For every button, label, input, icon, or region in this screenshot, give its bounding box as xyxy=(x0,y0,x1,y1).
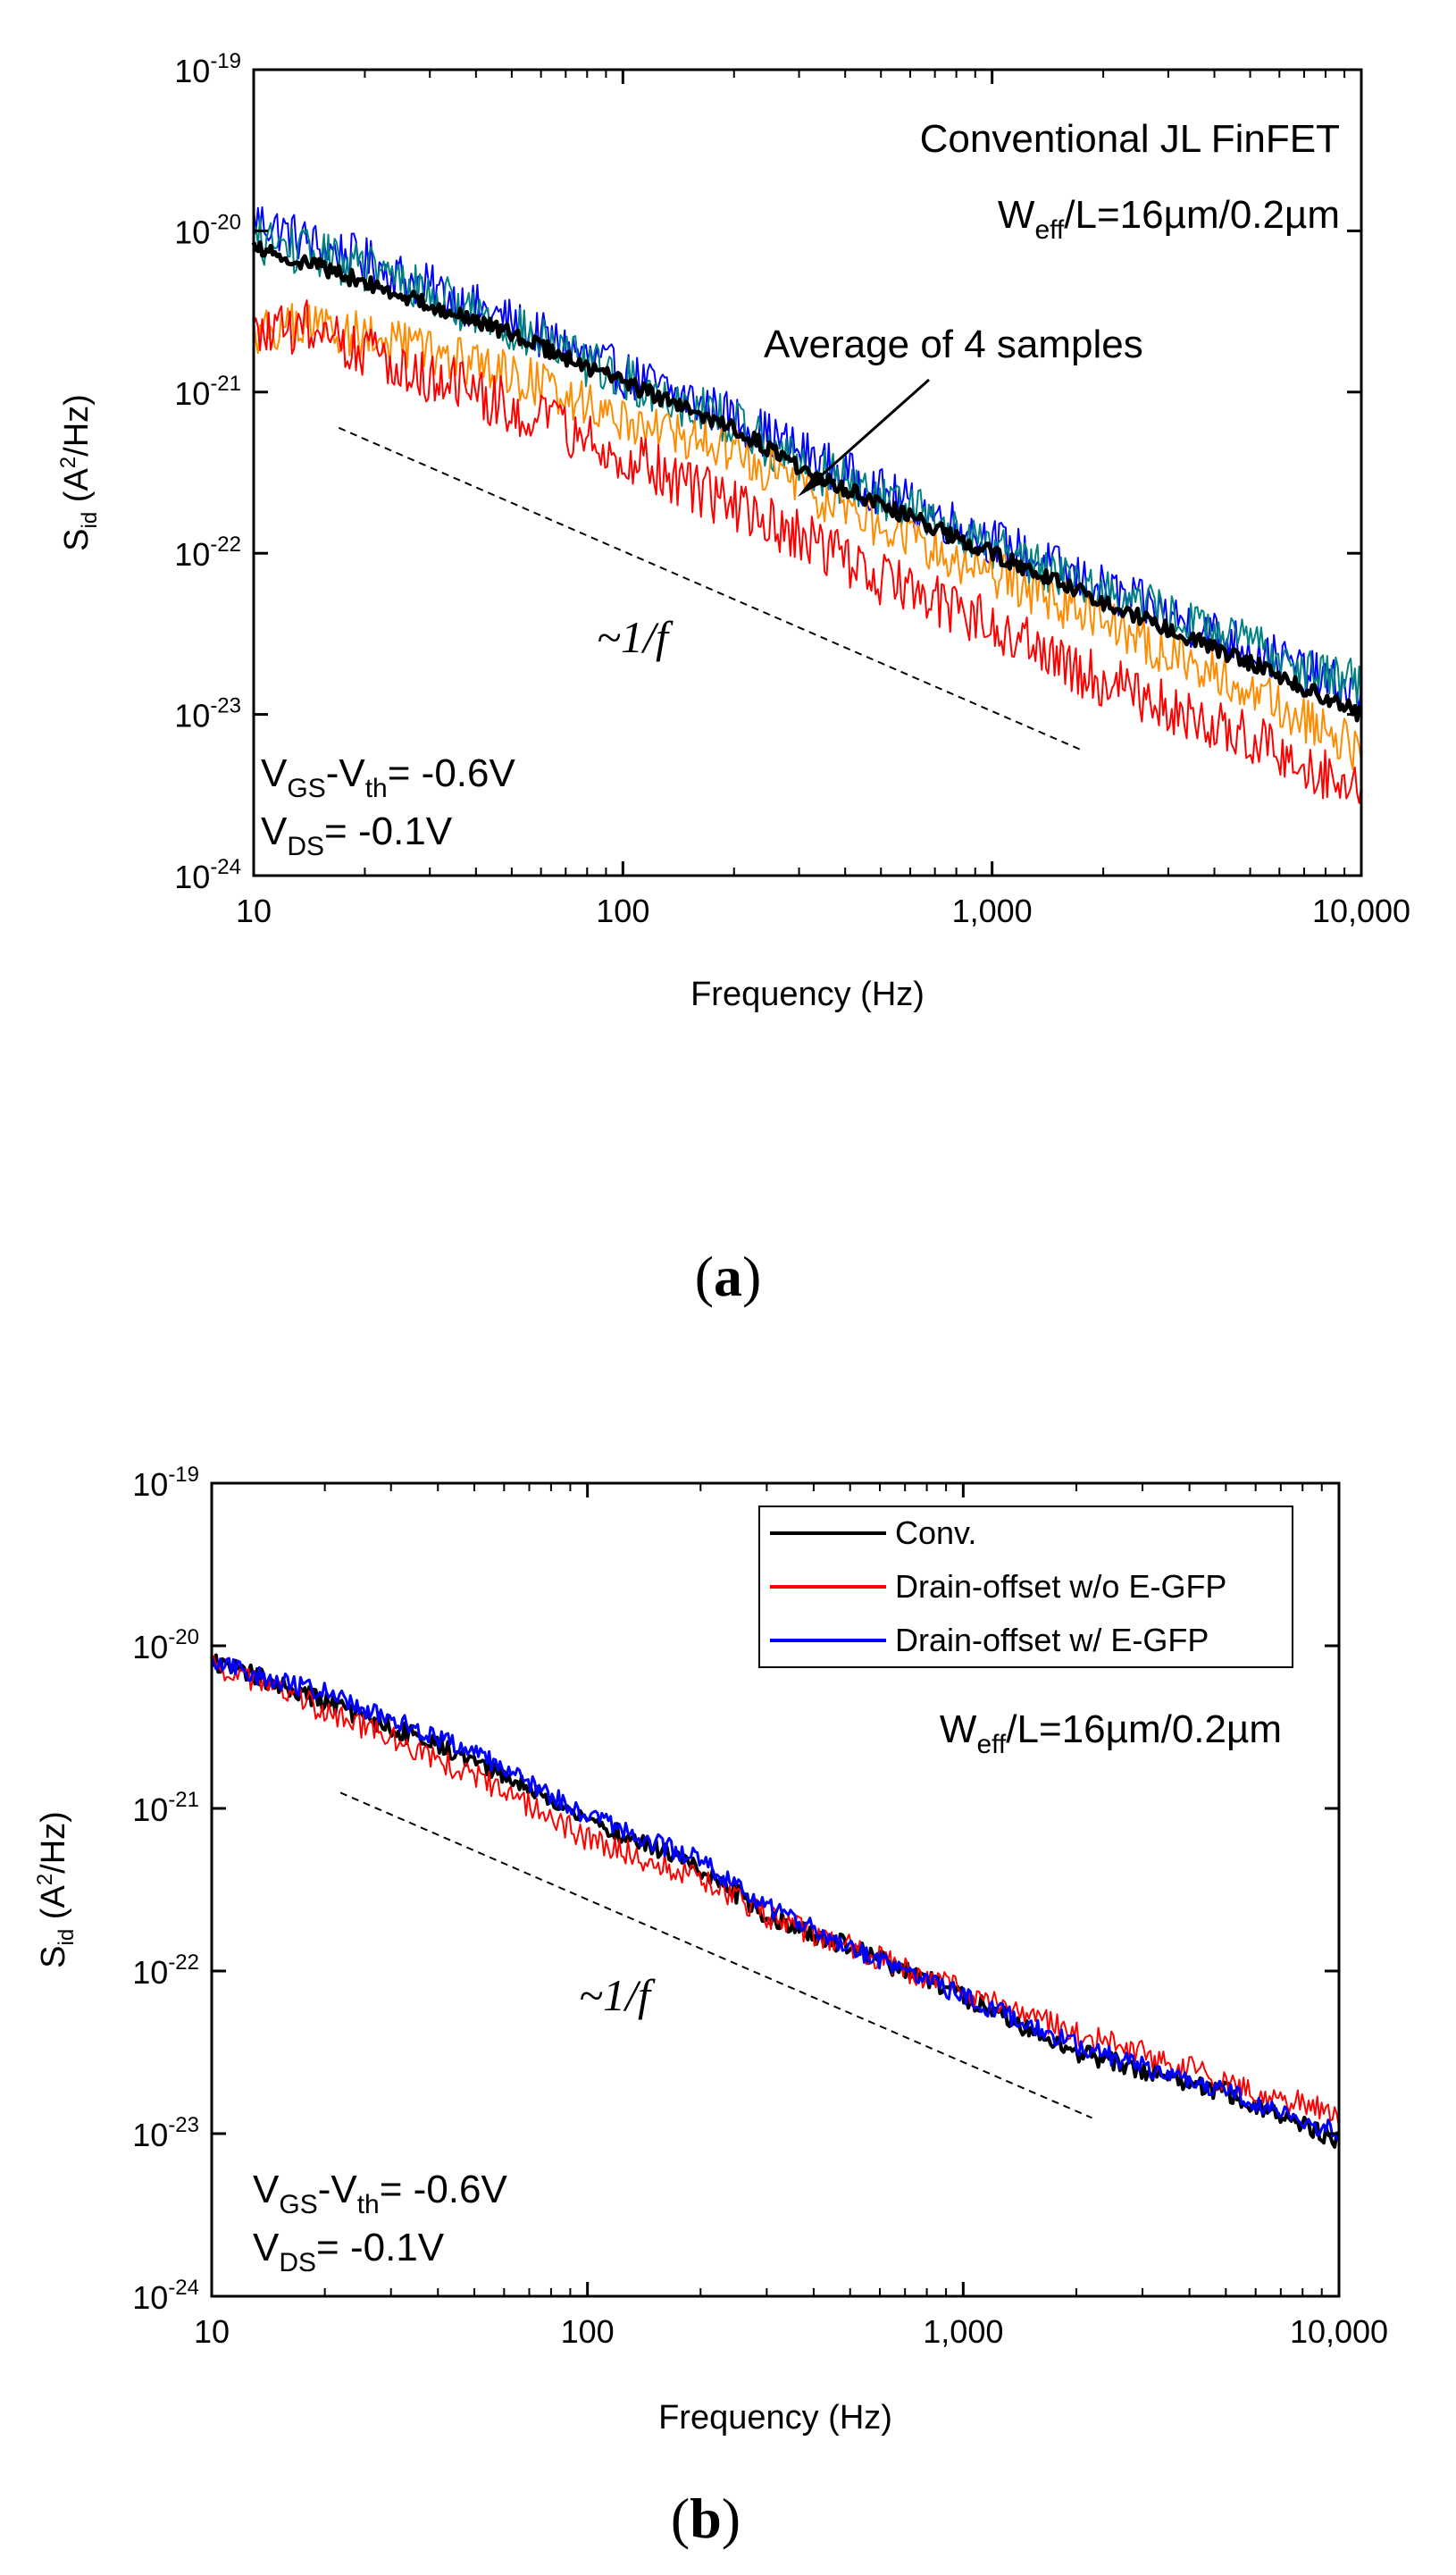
panel-a-ticks: 10 100 1,000 10,000 10-19 10-20 10-21 10-22 10-2… xyxy=(174,49,1410,929)
panel-b-vgs-label: VGS-Vth= -0.6V xyxy=(253,2168,507,2219)
panel-a-average-label: Average of 4 samples xyxy=(764,323,1143,366)
panel-a-x-axis-title: Frequency (Hz) xyxy=(690,976,925,1013)
panel-a-y-tick-label: 10-23 xyxy=(174,694,241,734)
panel-a-label: (a) xyxy=(695,1245,762,1308)
panel-b-x-axis-title: Frequency (Hz) xyxy=(658,2399,892,2437)
panel-a-slope-label: ~1/f xyxy=(597,612,674,662)
panel-b-y-tick-label: 10-21 xyxy=(132,1788,199,1828)
panel-b-x-tick-label: 1,000 xyxy=(923,2313,1003,2350)
panel-a-series-trace-0000ff xyxy=(253,205,1362,711)
panel-a-y-tick-label: 10-24 xyxy=(174,855,241,895)
panel-a-series xyxy=(251,205,1363,804)
panel-b-ticks: 10 100 1,000 10,000 10-19 10-20 10-21 10-22 10-2… xyxy=(132,1463,1388,2350)
legend-label-conv: Conv. xyxy=(895,1514,976,1551)
panel-b-slope-guide-line xyxy=(339,1791,1092,2119)
panel-a-average-arrow xyxy=(798,378,930,497)
panel-b-chart: 10 100 1,000 10,000 10-19 10-20 10-21 10-22 10-2… xyxy=(33,1463,1388,2550)
panel-a-dimensions-label: Weff/L=16µm/0.2µm xyxy=(998,193,1340,245)
panel-b-label: (b) xyxy=(671,2487,741,2550)
panel-a-y-tick-label: 10-21 xyxy=(174,372,241,412)
panel-b-x-tick-label: 10 xyxy=(194,2313,230,2350)
legend-label-drain-offset-without-egfp: Drain-offset w/o E-GFP xyxy=(895,1568,1226,1605)
panel-b-series-drain-offset-w-o-e-gfp xyxy=(211,1655,1340,2128)
panel-b-y-tick-label: 10-20 xyxy=(132,1625,199,1665)
panel-a-plot-frame xyxy=(252,68,1363,877)
panel-b-series xyxy=(210,1653,1341,2149)
panel-a-series-trace-ff0000 xyxy=(253,299,1362,804)
panel-b-y-tick-label: 10-22 xyxy=(132,1950,199,1991)
panel-a-slope-guide-line xyxy=(338,426,1083,751)
panel-a-x-tick-label: 1,000 xyxy=(952,893,1033,929)
panel-a-series-trace-ff8c00 xyxy=(253,303,1362,771)
panel-a-device-label: Conventional JL FinFET xyxy=(920,117,1340,161)
panel-a-vgs-label: VGS-Vth= -0.6V xyxy=(261,751,515,803)
legend-label-drain-offset-with-egfp: Drain-offset w/ E-GFP xyxy=(895,1622,1209,1658)
panel-b-plot-frame xyxy=(210,1481,1341,2298)
panel-a-x-tick-label: 10,000 xyxy=(1312,893,1410,929)
panel-a-chart: 10 100 1,000 10,000 10-19 10-20 10-21 10-22 10-2… xyxy=(56,49,1410,1308)
panel-b-slope-label: ~1/f xyxy=(579,1970,656,2020)
panel-b-legend: Conv. Drain-offset w/o E-GFP Drain-offse… xyxy=(758,1506,1293,1668)
panel-a-vds-label: VDS= -0.1V xyxy=(261,809,453,861)
panel-b-dimensions-label: Weff/L=16µm/0.2µm xyxy=(940,1707,1282,1759)
panel-b-y-tick-label: 10-19 xyxy=(132,1463,199,1503)
panel-a-y-tick-label: 10-22 xyxy=(174,533,241,573)
panel-b-y-tick-label: 10-23 xyxy=(132,2113,199,2153)
panel-a-series-trace-000000 xyxy=(251,240,1363,723)
panel-a-y-tick-label: 10-20 xyxy=(174,210,241,250)
panel-b-series-drain-offset-w-e-gfp xyxy=(210,1656,1340,2141)
panel-a-x-tick-label: 10 xyxy=(236,893,272,929)
panel-a-y-tick-label: 10-19 xyxy=(174,49,241,89)
panel-b-x-tick-label: 10,000 xyxy=(1290,2313,1388,2350)
panel-a-x-tick-label: 100 xyxy=(596,893,649,929)
panel-a-y-axis-title: Sid (A2/Hz) xyxy=(56,394,102,551)
panel-b-y-tick-label: 10-24 xyxy=(132,2276,199,2316)
panel-b-y-axis-title: Sid (A2/Hz) xyxy=(33,1811,79,1968)
panel-b-x-tick-label: 100 xyxy=(561,2313,615,2350)
panel-b-vds-label: VDS= -0.1V xyxy=(253,2226,445,2277)
